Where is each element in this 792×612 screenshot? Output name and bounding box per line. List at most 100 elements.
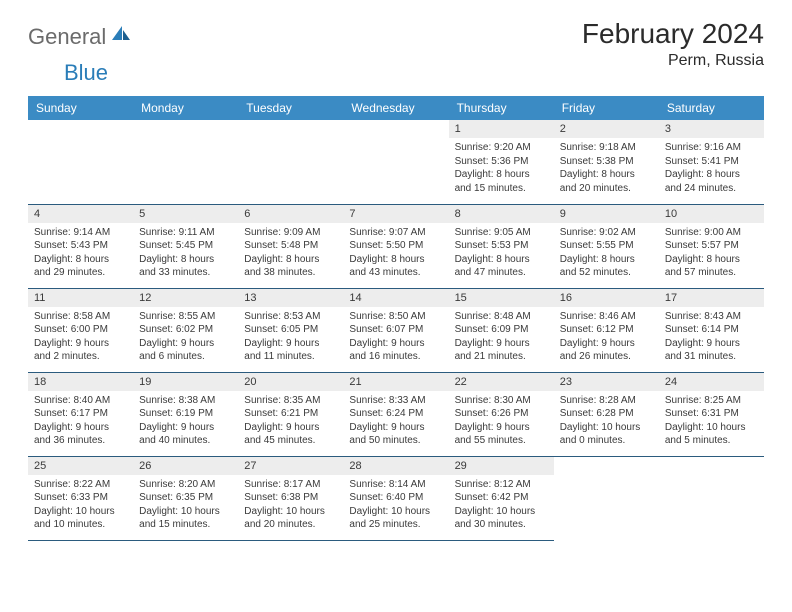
calendar-day: 3Sunrise: 9:16 AMSunset: 5:41 PMDaylight… — [659, 120, 764, 204]
day-info: Sunrise: 8:58 AMSunset: 6:00 PMDaylight:… — [28, 307, 133, 370]
day-info: Sunrise: 8:38 AMSunset: 6:19 PMDaylight:… — [133, 391, 238, 454]
day-info: Sunrise: 8:20 AMSunset: 6:35 PMDaylight:… — [133, 475, 238, 538]
sunrise-line: Sunrise: 8:12 AM — [455, 478, 548, 492]
daylight-line: Daylight: 9 hours and 31 minutes. — [665, 337, 758, 364]
calendar-week: 4Sunrise: 9:14 AMSunset: 5:43 PMDaylight… — [28, 204, 764, 288]
daylight-line: Daylight: 8 hours and 52 minutes. — [560, 253, 653, 280]
day-number: 17 — [659, 289, 764, 307]
calendar-day: 22Sunrise: 8:30 AMSunset: 6:26 PMDayligh… — [449, 372, 554, 456]
sunset-line: Sunset: 6:38 PM — [244, 491, 337, 505]
title-block: February 2024 Perm, Russia — [582, 18, 764, 70]
daylight-line: Daylight: 8 hours and 15 minutes. — [455, 168, 548, 195]
calendar-day: 24 Sunrise: 8:25 AMSunset: 6:31 PMDayligh… — [659, 372, 764, 456]
calendar-week: 1Sunrise: 9:20 AMSunset: 5:36 PMDaylight… — [28, 120, 764, 204]
sunrise-line: Sunrise: 8:48 AM — [455, 310, 548, 324]
calendar-table: SundayMondayTuesdayWednesdayThursdayFrid… — [28, 96, 764, 541]
day-number: 23 — [554, 373, 659, 391]
day-info: Sunrise: 8:43 AMSunset: 6:14 PMDaylight:… — [659, 307, 764, 370]
weekday-header: Thursday — [449, 96, 554, 120]
sunset-line: Sunset: 6:31 PM — [665, 407, 758, 421]
sunrise-line: Sunrise: 8:35 AM — [244, 394, 337, 408]
sunset-line: Sunset: 5:50 PM — [349, 239, 442, 253]
sunrise-line: Sunrise: 9:20 AM — [455, 141, 548, 155]
day-info: Sunrise: 8:14 AMSunset: 6:40 PMDaylight:… — [343, 475, 448, 538]
day-number: 7 — [343, 205, 448, 223]
day-info: Sunrise: 9:00 AMSunset: 5:57 PMDaylight:… — [659, 223, 764, 286]
sunrise-line: Sunrise: 9:16 AM — [665, 141, 758, 155]
daylight-line: Daylight: 10 hours and 20 minutes. — [244, 505, 337, 532]
daylight-line: Daylight: 10 hours and 0 minutes. — [560, 421, 653, 448]
daylight-line: Daylight: 10 hours and 15 minutes. — [139, 505, 232, 532]
sunset-line: Sunset: 5:43 PM — [34, 239, 127, 253]
day-number: 19 — [133, 373, 238, 391]
sunset-line: Sunset: 6:33 PM — [34, 491, 127, 505]
day-number: 18 — [28, 373, 133, 391]
daylight-line: Daylight: 10 hours and 10 minutes. — [34, 505, 127, 532]
calendar-body: 1Sunrise: 9:20 AMSunset: 5:36 PMDaylight… — [28, 120, 764, 540]
day-info: Sunrise: 9:05 AMSunset: 5:53 PMDaylight:… — [449, 223, 554, 286]
sunrise-line: Sunrise: 8:17 AM — [244, 478, 337, 492]
sunrise-line: Sunrise: 9:18 AM — [560, 141, 653, 155]
calendar-day: 23Sunrise: 8:28 AMSunset: 6:28 PMDayligh… — [554, 372, 659, 456]
daylight-line: Daylight: 10 hours and 25 minutes. — [349, 505, 442, 532]
calendar-empty — [343, 120, 448, 204]
calendar-day: 15Sunrise: 8:48 AMSunset: 6:09 PMDayligh… — [449, 288, 554, 372]
day-number: 20 — [238, 373, 343, 391]
sunset-line: Sunset: 5:55 PM — [560, 239, 653, 253]
calendar-week: 25Sunrise: 8:22 AMSunset: 6:33 PMDayligh… — [28, 456, 764, 540]
sunset-line: Sunset: 5:45 PM — [139, 239, 232, 253]
sunrise-line: Sunrise: 8:28 AM — [560, 394, 653, 408]
sunrise-line: Sunrise: 8:58 AM — [34, 310, 127, 324]
sunset-line: Sunset: 6:21 PM — [244, 407, 337, 421]
calendar-day: 8Sunrise: 9:05 AMSunset: 5:53 PMDaylight… — [449, 204, 554, 288]
calendar-day: 14Sunrise: 8:50 AMSunset: 6:07 PMDayligh… — [343, 288, 448, 372]
calendar-day: 21Sunrise: 8:33 AMSunset: 6:24 PMDayligh… — [343, 372, 448, 456]
sunrise-line: Sunrise: 9:09 AM — [244, 226, 337, 240]
calendar-day: 29Sunrise: 8:12 AMSunset: 6:42 PMDayligh… — [449, 456, 554, 540]
day-number: 26 — [133, 457, 238, 475]
sunrise-line: Sunrise: 9:11 AM — [139, 226, 232, 240]
day-info: Sunrise: 8:55 AMSunset: 6:02 PMDaylight:… — [133, 307, 238, 370]
calendar-day: 7Sunrise: 9:07 AMSunset: 5:50 PMDaylight… — [343, 204, 448, 288]
day-info: Sunrise: 8:53 AMSunset: 6:05 PMDaylight:… — [238, 307, 343, 370]
daylight-line: Daylight: 10 hours and 5 minutes. — [665, 421, 758, 448]
day-info: Sunrise: 8:28 AMSunset: 6:28 PMDaylight:… — [554, 391, 659, 454]
day-number: 29 — [449, 457, 554, 475]
day-number: 14 — [343, 289, 448, 307]
day-info: Sunrise: 9:11 AMSunset: 5:45 PMDaylight:… — [133, 223, 238, 286]
daylight-line: Daylight: 9 hours and 16 minutes. — [349, 337, 442, 364]
sunrise-line: Sunrise: 8:25 AM — [665, 394, 758, 408]
calendar-week: 11Sunrise: 8:58 AMSunset: 6:00 PMDayligh… — [28, 288, 764, 372]
day-number: 24 — [659, 373, 764, 391]
calendar-day: 5Sunrise: 9:11 AMSunset: 5:45 PMDaylight… — [133, 204, 238, 288]
daylight-line: Daylight: 8 hours and 20 minutes. — [560, 168, 653, 195]
sunrise-line: Sunrise: 8:20 AM — [139, 478, 232, 492]
day-number: 1 — [449, 120, 554, 138]
daylight-line: Daylight: 9 hours and 6 minutes. — [139, 337, 232, 364]
sunrise-line: Sunrise: 9:05 AM — [455, 226, 548, 240]
day-number: 4 — [28, 205, 133, 223]
sunset-line: Sunset: 6:05 PM — [244, 323, 337, 337]
day-number: 3 — [659, 120, 764, 138]
calendar-day: 19Sunrise: 8:38 AMSunset: 6:19 PMDayligh… — [133, 372, 238, 456]
day-info: Sunrise: 8:35 AMSunset: 6:21 PMDaylight:… — [238, 391, 343, 454]
day-info: Sunrise: 8:46 AMSunset: 6:12 PMDaylight:… — [554, 307, 659, 370]
calendar-week: 18Sunrise: 8:40 AMSunset: 6:17 PMDayligh… — [28, 372, 764, 456]
calendar-day: 25Sunrise: 8:22 AMSunset: 6:33 PMDayligh… — [28, 456, 133, 540]
logo: General — [28, 18, 134, 50]
day-info: Sunrise: 8:17 AMSunset: 6:38 PMDaylight:… — [238, 475, 343, 538]
logo-sail-icon — [110, 24, 132, 47]
sunset-line: Sunset: 6:42 PM — [455, 491, 548, 505]
daylight-line: Daylight: 9 hours and 36 minutes. — [34, 421, 127, 448]
day-info: Sunrise: 9:02 AMSunset: 5:55 PMDaylight:… — [554, 223, 659, 286]
calendar-day: 28Sunrise: 8:14 AMSunset: 6:40 PMDayligh… — [343, 456, 448, 540]
calendar-day: 2Sunrise: 9:18 AMSunset: 5:38 PMDaylight… — [554, 120, 659, 204]
daylight-line: Daylight: 8 hours and 43 minutes. — [349, 253, 442, 280]
sunrise-line: Sunrise: 9:00 AM — [665, 226, 758, 240]
calendar-day: 16Sunrise: 8:46 AMSunset: 6:12 PMDayligh… — [554, 288, 659, 372]
calendar-day: 4Sunrise: 9:14 AMSunset: 5:43 PMDaylight… — [28, 204, 133, 288]
sunrise-line: Sunrise: 8:14 AM — [349, 478, 442, 492]
sunrise-line: Sunrise: 8:40 AM — [34, 394, 127, 408]
calendar-day: 13Sunrise: 8:53 AMSunset: 6:05 PMDayligh… — [238, 288, 343, 372]
day-info: Sunrise: 8:30 AMSunset: 6:26 PMDaylight:… — [449, 391, 554, 454]
